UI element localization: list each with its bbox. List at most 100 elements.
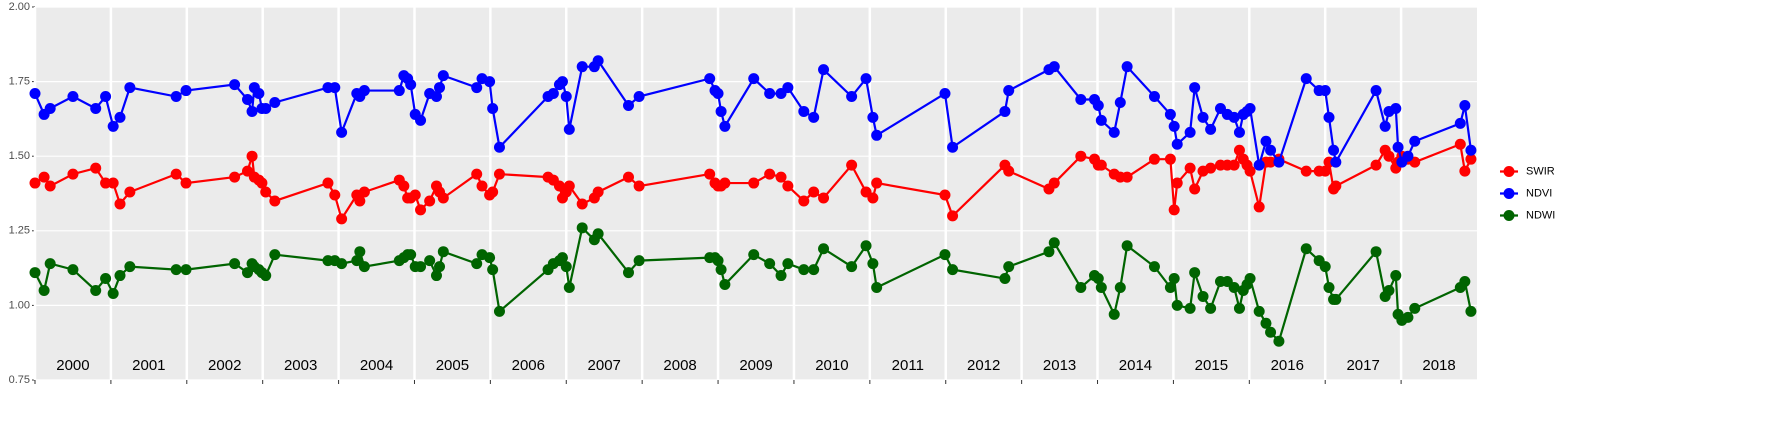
data-point xyxy=(999,105,1011,117)
data-point xyxy=(90,162,102,174)
data-point xyxy=(114,111,126,123)
data-point xyxy=(1171,177,1183,189)
data-point xyxy=(1273,156,1285,168)
data-point xyxy=(269,195,281,207)
data-point xyxy=(798,264,810,276)
data-point xyxy=(871,281,883,293)
data-point xyxy=(100,91,112,103)
data-point xyxy=(576,198,588,210)
data-point xyxy=(1121,171,1133,183)
year-label: 2009 xyxy=(739,357,772,374)
data-point xyxy=(939,88,951,100)
data-point xyxy=(1164,153,1176,165)
data-point xyxy=(351,255,363,267)
data-point xyxy=(1319,85,1331,97)
year-label: 2001 xyxy=(132,357,165,374)
data-point xyxy=(67,168,79,180)
data-point xyxy=(405,79,417,91)
data-point xyxy=(782,180,794,192)
year-label: 2000 xyxy=(56,357,89,374)
data-point xyxy=(354,246,366,258)
data-point xyxy=(798,105,810,117)
data-point xyxy=(748,73,760,85)
data-point xyxy=(430,91,442,103)
y-tick-label: 1.00 xyxy=(9,299,30,311)
data-point xyxy=(398,180,410,192)
legend-key-point xyxy=(1503,166,1515,177)
data-point xyxy=(775,270,787,282)
data-point xyxy=(775,171,787,183)
data-point xyxy=(358,186,370,198)
data-point xyxy=(560,261,572,273)
data-point xyxy=(38,284,50,296)
data-point xyxy=(748,177,760,189)
data-point xyxy=(170,168,182,180)
y-tick-label: 1.25 xyxy=(9,225,30,237)
data-point xyxy=(715,264,727,276)
data-point xyxy=(107,177,119,189)
data-point xyxy=(1075,94,1087,106)
data-point xyxy=(322,177,334,189)
data-point xyxy=(1164,281,1176,293)
data-point xyxy=(1383,284,1395,296)
year-label: 2003 xyxy=(284,357,317,374)
data-point xyxy=(622,171,634,183)
data-point xyxy=(764,258,776,270)
data-point xyxy=(1003,261,1015,273)
data-point xyxy=(1114,96,1126,108)
data-point xyxy=(1168,120,1180,132)
data-point xyxy=(1319,165,1331,177)
data-point xyxy=(633,91,645,103)
data-point xyxy=(437,192,449,204)
data-point xyxy=(1379,120,1391,132)
legend: SWIR NDVI NDWI xyxy=(1500,165,1555,221)
data-point xyxy=(246,150,258,162)
data-point xyxy=(358,85,370,97)
data-point xyxy=(1043,246,1055,258)
data-point xyxy=(100,177,112,189)
data-point xyxy=(622,267,634,279)
data-point xyxy=(358,261,370,273)
data-point xyxy=(1048,61,1060,73)
data-point xyxy=(867,258,879,270)
data-point xyxy=(1092,273,1104,285)
data-point xyxy=(1330,156,1342,168)
data-point xyxy=(170,91,182,103)
data-point xyxy=(336,126,348,138)
data-point xyxy=(242,94,254,106)
data-point xyxy=(712,88,724,100)
data-point xyxy=(1323,281,1335,293)
data-point xyxy=(947,210,959,222)
data-point xyxy=(1465,144,1477,156)
data-point xyxy=(1454,138,1466,150)
data-point xyxy=(430,270,442,282)
data-point xyxy=(1392,141,1404,153)
data-point xyxy=(818,192,830,204)
legend-label: NDVI xyxy=(1526,187,1552,199)
data-point xyxy=(1205,162,1217,174)
year-label: 2017 xyxy=(1346,357,1379,374)
data-point xyxy=(170,264,182,276)
data-point xyxy=(1300,243,1312,255)
data-point xyxy=(229,79,241,91)
data-point xyxy=(1244,102,1256,114)
data-point xyxy=(1265,144,1277,156)
data-point xyxy=(336,213,348,225)
data-point xyxy=(748,249,760,261)
data-point xyxy=(1171,299,1183,311)
data-point xyxy=(818,243,830,255)
data-point xyxy=(67,91,79,103)
data-point xyxy=(947,264,959,276)
data-point xyxy=(1108,308,1120,320)
data-point xyxy=(1233,126,1245,138)
data-point xyxy=(329,82,341,94)
data-point xyxy=(476,180,488,192)
data-point xyxy=(180,264,192,276)
data-point xyxy=(1114,281,1126,293)
data-point xyxy=(424,255,436,267)
data-point xyxy=(229,258,241,270)
data-point xyxy=(1095,159,1107,171)
data-point xyxy=(947,141,959,153)
data-point xyxy=(1328,144,1340,156)
